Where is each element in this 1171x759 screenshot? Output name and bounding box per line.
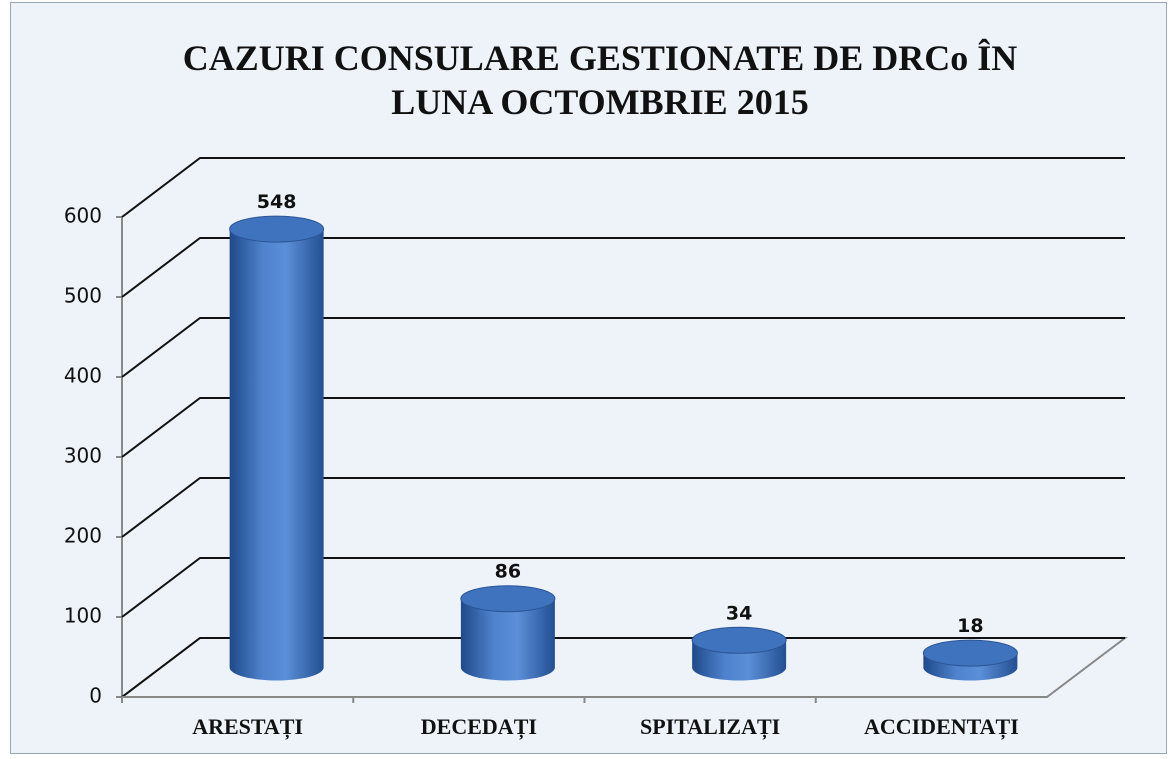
grid-line — [121, 317, 1125, 378]
bar-top — [922, 639, 1018, 667]
grid-line — [121, 157, 1125, 218]
bar-body — [460, 598, 555, 681]
bar-top — [460, 585, 556, 613]
y-tick-label: 100 — [64, 604, 102, 628]
y-tick-label: 200 — [64, 524, 102, 548]
grid-line — [121, 397, 1125, 458]
y-tick-label: 400 — [64, 364, 102, 388]
x-tick-label: ARESTAȚI — [192, 714, 303, 740]
bar-top — [229, 215, 325, 243]
bar-body — [229, 229, 324, 681]
x-tick-label: ACCIDENTAȚI — [864, 714, 1019, 740]
data-label: 18 — [957, 615, 983, 637]
y-tick-label: 0 — [89, 684, 102, 708]
bar-top — [691, 626, 787, 654]
data-label: 86 — [495, 561, 521, 583]
bar — [229, 215, 325, 681]
y-tick-label: 600 — [64, 204, 102, 228]
bar — [922, 639, 1018, 681]
x-tick-label: SPITALIZAȚI — [640, 714, 780, 740]
bar — [460, 585, 556, 681]
data-label: 548 — [257, 191, 297, 213]
y-tick-label: 300 — [64, 444, 102, 468]
grid-line — [121, 637, 1125, 698]
x-tick-label: DECEDAȚI — [421, 714, 537, 740]
grid-line — [121, 237, 1125, 298]
chart-background — [10, 2, 1167, 754]
data-label: 34 — [726, 602, 752, 624]
bar — [691, 626, 787, 681]
grid-line — [121, 477, 1125, 538]
y-tick-label: 500 — [64, 284, 102, 308]
chart-title: CAZURI CONSULARE GESTIONATE DE DRCo ÎN L… — [182, 38, 1018, 122]
grid-line — [121, 557, 1125, 618]
